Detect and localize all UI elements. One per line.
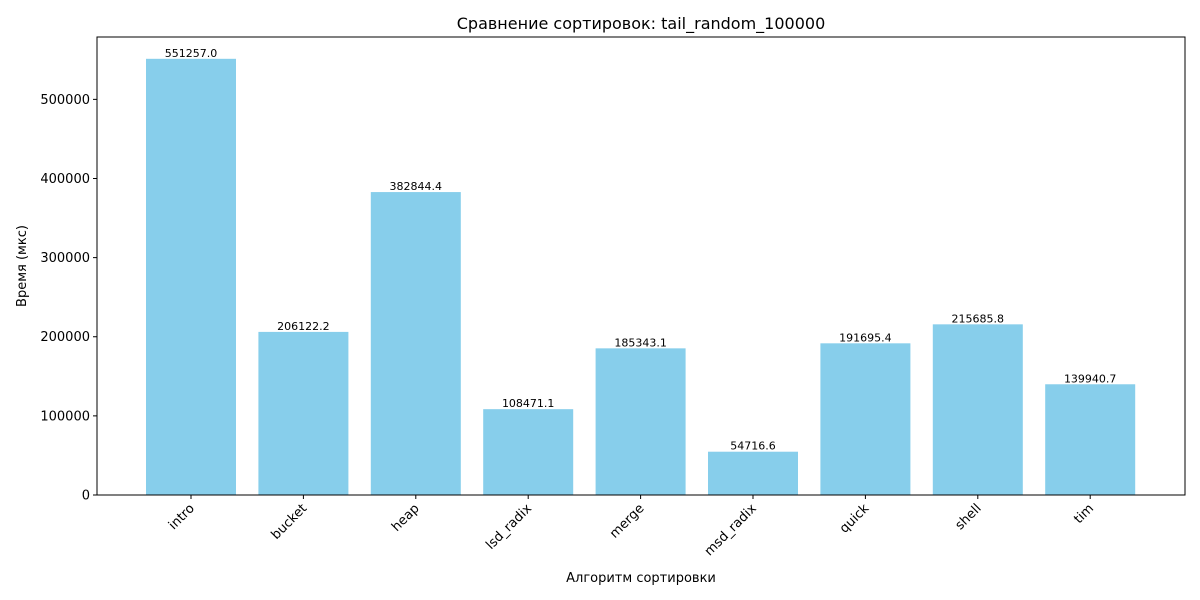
x-axis: intro bucket heap lsd_radix merge msd_radix qu… [166,495,1097,559]
y-axis-label: Время (мкс) [15,225,30,307]
bar-quick [820,343,911,495]
value-label-quick: 191695.4 [839,331,892,344]
bar-shell [932,324,1023,495]
x-tick-label: shell [953,501,985,533]
bar-msd_radix [708,451,798,495]
bar-intro [146,58,236,496]
bars-layer [146,58,1136,496]
value-label-bucket: 206122.2 [277,320,330,333]
x-tick-label: lsd_radix [483,501,535,553]
x-tick-label: heap [389,501,423,535]
y-tick-label: 0 [82,489,90,504]
bar-bucket [258,331,349,495]
bar-tim [1045,384,1136,495]
x-tick-label: msd_radix [702,501,760,559]
x-tick-label: intro [166,501,198,533]
value-label-heap: 382844.4 [390,180,443,193]
value-label-intro: 551257.0 [165,47,218,60]
value-label-merge: 185343.1 [614,336,667,349]
bar-lsd_radix [483,409,574,495]
x-tick-label: merge [607,501,647,541]
x-axis-label: Алгоритм сортировки [566,571,716,586]
value-label-shell: 215685.8 [952,312,1005,325]
y-tick-label: 400000 [40,172,90,187]
value-labels-layer: 551257.0 206122.2 382844.4 108471.1 185343.1… [165,47,1117,453]
chart-title: Сравнение сортировок: tail_random_100000 [457,14,826,34]
value-label-lsd_radix: 108471.1 [502,397,555,410]
x-tick-label: quick [837,501,873,537]
y-tick-label: 500000 [40,93,90,108]
bar-merge [595,348,686,495]
x-tick-label: tim [1071,501,1097,527]
x-tick-label: bucket [269,501,311,543]
value-label-tim: 139940.7 [1064,372,1117,385]
y-tick-label: 300000 [40,251,90,266]
bar-heap [370,192,461,495]
y-tick-label: 200000 [40,330,90,345]
y-tick-label: 100000 [40,409,90,424]
value-label-msd_radix: 54716.6 [730,440,776,453]
y-axis: 0 100000 200000 300000 400000 500000 [40,93,97,504]
